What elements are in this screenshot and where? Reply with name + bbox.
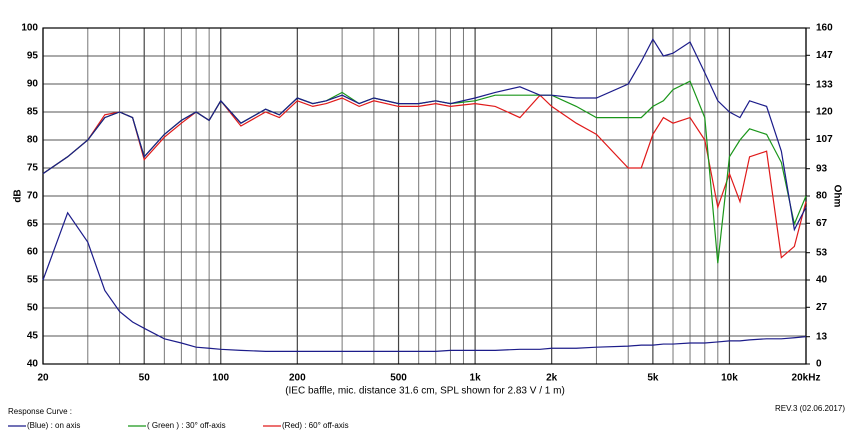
y-tick-label: 75 [27,163,39,174]
y2-tick-label: 107 [816,134,833,145]
y-tick-label: 90 [27,79,39,90]
y-tick-label: 85 [27,107,39,118]
y2-tick-label: 53 [816,247,828,258]
y-tick-label: 55 [27,275,39,286]
y-tick-label: 70 [27,191,39,202]
y2-tick-label: 27 [816,302,828,313]
x-tick-label: 500 [390,373,407,384]
response-line [42,94,807,259]
y-tick-label: 100 [21,23,38,34]
y-tick-label: 40 [27,359,39,370]
y-tick-label: 80 [27,135,39,146]
x-tick-label: 100 [212,373,229,384]
y2-tick-label: 147 [816,50,833,61]
y2-tick-label: 13 [816,331,828,342]
y-tick-label: 95 [27,51,39,62]
revision: REV.3 (02.06.2017) [775,404,845,413]
y-tick-label: 50 [27,303,39,314]
legend-label: ( Green ) : 30° off-axis [147,421,226,430]
x-tick-label: 2k [546,373,558,384]
legend-label: (Blue) : on axis [27,421,80,430]
x-tick-label: 10k [721,373,738,384]
x-tick-label: 50 [139,373,151,384]
response-line [42,37,807,232]
legend-title: Response Curve : [8,407,72,416]
y2-tick-label: 67 [816,218,828,229]
y-tick-label: 60 [27,247,39,258]
legend-label: (Red) : 60° off-axis [282,421,349,430]
y2-tick-label: 40 [816,275,828,286]
x-tick-label: 200 [289,373,306,384]
y2-tick-label: 0 [816,359,822,370]
y2-axis-label: Ohm [831,185,842,208]
x-tick-label: 1k [470,373,482,384]
y2-tick-label: 160 [816,23,833,34]
x-tick-label: 20 [37,373,49,384]
y2-tick-label: 120 [816,107,833,118]
x-tick-label: 5k [647,373,659,384]
y-tick-label: 45 [27,331,39,342]
y2-tick-label: 93 [816,163,828,174]
x-axis-label: (IEC baffle, mic. distance 31.6 cm, SPL … [285,386,565,397]
y2-tick-label: 80 [816,191,828,202]
y2-tick-label: 133 [816,79,833,90]
y-axis-label: dB [13,189,24,202]
y-tick-label: 65 [27,219,39,230]
x-tick-label: 20kHz [792,373,821,384]
response-line [42,80,807,264]
impedance-line [42,211,807,352]
